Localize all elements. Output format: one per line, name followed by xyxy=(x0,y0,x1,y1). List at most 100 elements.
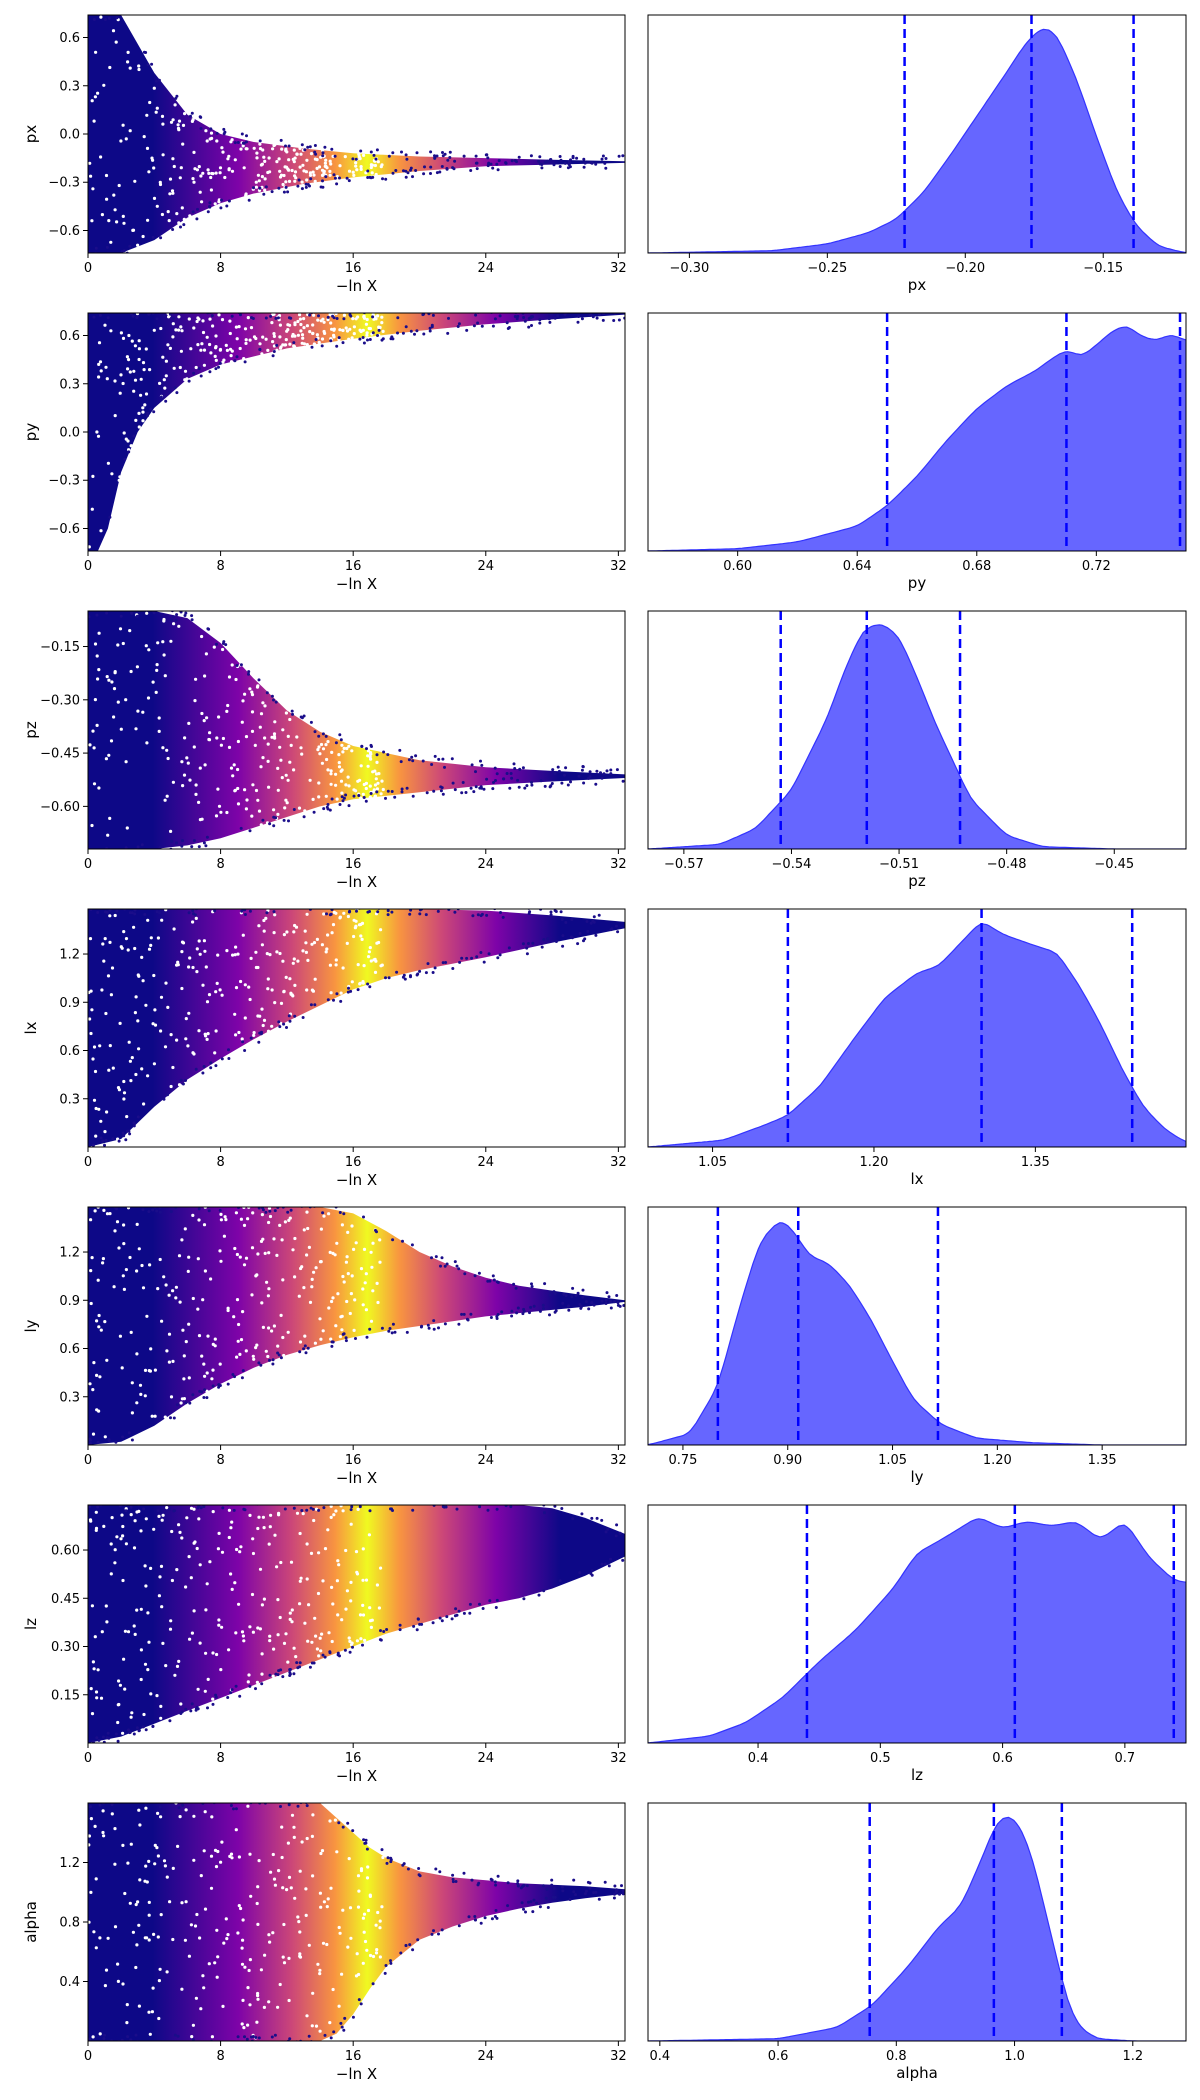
posterior-density xyxy=(648,1222,1186,1445)
y-tick-label: 0.6 xyxy=(59,1044,80,1059)
plot-frame xyxy=(647,610,1187,850)
y-tick-label: 1.2 xyxy=(59,948,80,963)
x-tick-label: 1.05 xyxy=(698,1155,727,1170)
posterior-density xyxy=(648,28,1186,253)
x-tick-label: 0.68 xyxy=(962,559,991,574)
x-tick-label: −0.25 xyxy=(807,261,847,276)
x-tick-label: 24 xyxy=(478,1751,495,1766)
y-tick-label: 0.3 xyxy=(59,1092,80,1107)
samples-area xyxy=(88,611,625,849)
plot-frame xyxy=(87,1206,626,1446)
posterior-density xyxy=(648,326,1186,551)
x-tick-label: 24 xyxy=(478,2049,495,2064)
posterior-density xyxy=(648,1518,1186,1743)
posterior-density xyxy=(648,922,1186,1147)
samples-area xyxy=(88,909,625,1147)
posterior-panel-lx: 1.05 1.20 1.35 lx xyxy=(647,908,1187,1188)
y-tick-label: −0.3 xyxy=(48,176,80,191)
y-tick-label: 0.45 xyxy=(51,1592,80,1607)
y-tick-label: 1.2 xyxy=(59,1856,80,1871)
x-tick-label: −0.48 xyxy=(987,857,1027,872)
y-axis-label: lz xyxy=(22,1618,40,1630)
x-tick-label: 8 xyxy=(216,2049,224,2064)
x-tick-label: 0.6 xyxy=(992,1751,1013,1766)
x-axis-label: alpha xyxy=(896,2064,938,2082)
x-tick-label: −0.57 xyxy=(664,857,704,872)
plot-frame xyxy=(87,908,626,1148)
x-tick-label: −0.45 xyxy=(1094,857,1134,872)
trace-panel-ly: 0 8 16 24 32 1.2 0.9 0.6 0.3 −ln X ly xyxy=(22,1206,627,1487)
x-axis-label: px xyxy=(908,276,927,294)
x-tick-label: 8 xyxy=(216,1751,224,1766)
sample-points xyxy=(88,313,625,551)
plot-frame xyxy=(647,14,1187,254)
samples-area xyxy=(88,313,625,551)
y-tick-label: 0.30 xyxy=(51,1640,80,1655)
y-tick-label: 0.4 xyxy=(59,1975,80,1990)
posterior-panel-lz: 0.4 0.5 0.6 0.7 lz xyxy=(647,1504,1187,1784)
x-axis-label: lz xyxy=(911,1766,923,1784)
y-tick-label: −0.45 xyxy=(40,747,80,762)
y-tick-label: −0.15 xyxy=(40,640,80,655)
x-tick-label: 0.6 xyxy=(768,2049,789,2064)
posterior-panel-ly: 0.75 0.90 1.05 1.20 1.35 ly xyxy=(647,1206,1187,1486)
y-tick-label: 0.3 xyxy=(59,1390,80,1405)
y-axis-label: py xyxy=(22,423,40,442)
y-tick-label: 0.0 xyxy=(59,128,80,143)
x-tick-label: 0 xyxy=(84,559,92,574)
x-axis-label: −ln X xyxy=(336,2065,377,2083)
x-tick-label: 24 xyxy=(478,857,495,872)
x-tick-label: 32 xyxy=(610,1751,627,1766)
y-axis-label: ly xyxy=(22,1319,40,1332)
sample-points xyxy=(88,15,625,253)
y-tick-label: −0.60 xyxy=(40,800,80,815)
samples-area xyxy=(88,1505,625,1743)
x-tick-label: 0 xyxy=(84,261,92,276)
y-tick-label: 0.6 xyxy=(59,31,80,46)
y-axis-label: alpha xyxy=(22,1901,40,1943)
plot-frame xyxy=(647,312,1187,552)
x-tick-label: −0.54 xyxy=(772,857,812,872)
plot-frame xyxy=(647,1504,1187,1744)
x-tick-label: 32 xyxy=(610,1155,627,1170)
x-axis-label: −ln X xyxy=(336,277,377,295)
sample-points xyxy=(88,1803,625,2041)
y-tick-label: −0.30 xyxy=(40,693,80,708)
y-tick-label: 0.6 xyxy=(59,1342,80,1357)
y-tick-label: −0.3 xyxy=(48,474,80,489)
x-tick-label: 0 xyxy=(84,857,92,872)
x-tick-label: 1.35 xyxy=(1088,1453,1117,1468)
x-tick-label: 0 xyxy=(84,1751,92,1766)
y-tick-label: 0.9 xyxy=(59,1294,80,1309)
x-tick-label: 16 xyxy=(345,1453,362,1468)
x-tick-label: 32 xyxy=(610,857,627,872)
x-tick-label: 0 xyxy=(84,1155,92,1170)
plot-frame xyxy=(647,908,1187,1148)
y-axis-label: lx xyxy=(22,1021,40,1034)
x-tick-label: 0.75 xyxy=(668,1453,697,1468)
x-tick-label: 8 xyxy=(216,1155,224,1170)
x-tick-label: 1.20 xyxy=(983,1453,1012,1468)
y-tick-label: 0.8 xyxy=(59,1916,80,1931)
samples-area xyxy=(88,1803,625,2041)
x-tick-label: −0.20 xyxy=(945,261,985,276)
plot-frame xyxy=(87,1504,626,1744)
sample-points xyxy=(88,1207,625,1445)
posterior-panel-py: 0.60 0.64 0.68 0.72 py xyxy=(647,312,1187,592)
samples-area xyxy=(88,1207,625,1445)
y-tick-label: 1.2 xyxy=(59,1246,80,1261)
x-tick-label: 0.7 xyxy=(1115,1751,1136,1766)
x-axis-label: −ln X xyxy=(336,575,377,593)
y-tick-label: −0.6 xyxy=(48,522,80,537)
x-tick-label: 16 xyxy=(345,559,362,574)
x-axis-label: −ln X xyxy=(336,873,377,891)
x-axis-label: lx xyxy=(910,1170,923,1188)
x-tick-label: 24 xyxy=(478,1453,495,1468)
x-tick-label: 8 xyxy=(216,559,224,574)
x-tick-label: 16 xyxy=(345,1155,362,1170)
x-tick-label: 8 xyxy=(216,857,224,872)
x-axis-label: −ln X xyxy=(336,1469,377,1487)
y-axis-label: pz xyxy=(22,721,40,739)
x-tick-label: −0.51 xyxy=(879,857,919,872)
posterior-panel-alpha: 0.4 0.6 0.8 1.0 1.2 alpha xyxy=(647,1802,1187,2082)
